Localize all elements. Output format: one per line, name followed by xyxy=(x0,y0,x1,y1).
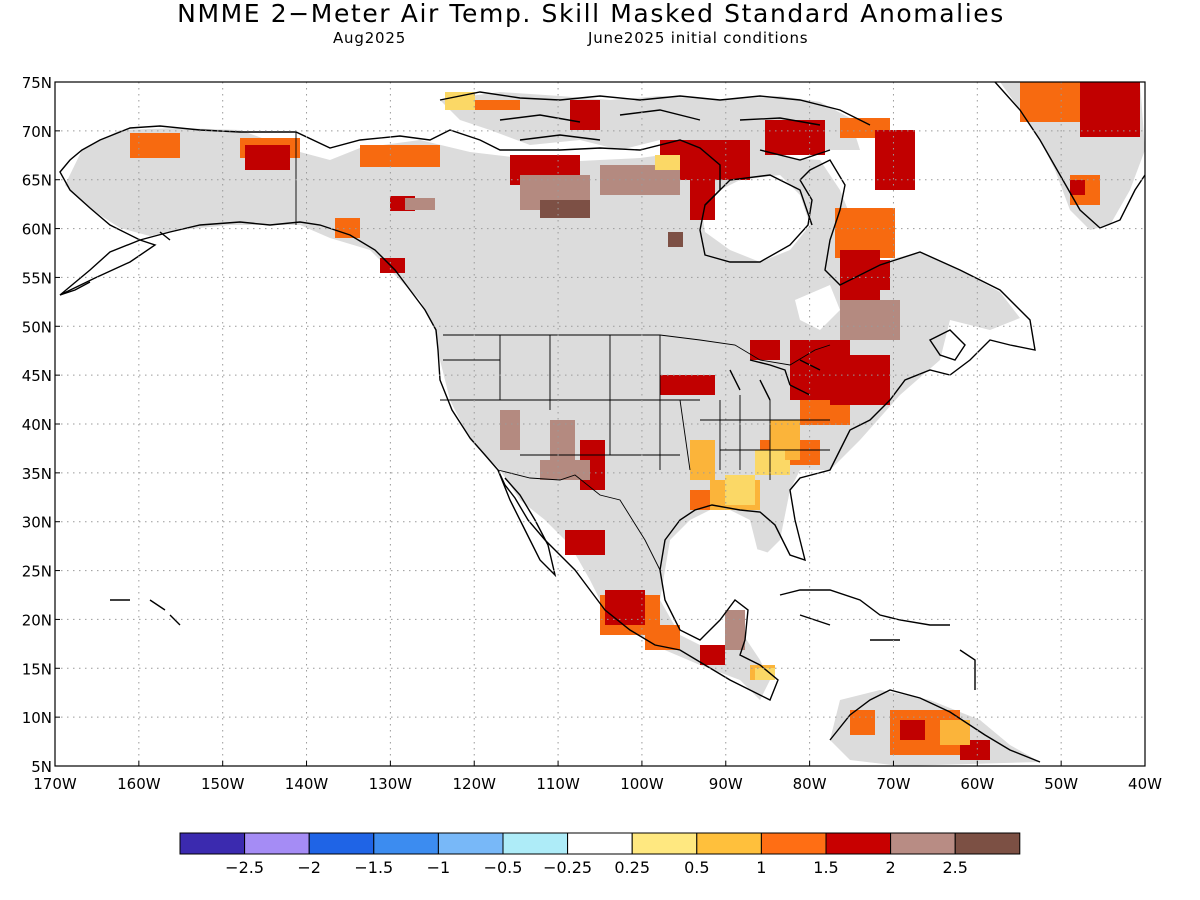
legend-color-box xyxy=(890,832,956,855)
greenland-coast xyxy=(994,82,1145,229)
lat-label: 45N xyxy=(22,367,52,385)
legend-color-box xyxy=(502,832,569,855)
north-america-coast xyxy=(59,125,1036,701)
lat-label: 5N xyxy=(31,758,52,776)
lon-label: 90W xyxy=(709,775,743,793)
legend-label: 2.5 xyxy=(942,858,967,877)
lon-label: 120W xyxy=(452,775,496,793)
target-month: Aug2025 xyxy=(333,29,407,47)
legend-label: 0.25 xyxy=(614,858,650,877)
legend-label: −0.5 xyxy=(484,858,523,877)
legend-color-box xyxy=(825,832,892,855)
hudson-bay-coast xyxy=(704,174,813,226)
legend-color-box xyxy=(373,832,439,855)
south-america-coast xyxy=(829,689,1041,763)
great-lakes xyxy=(729,359,821,401)
latitude-labels: 75N 70N 65N 60N 55N 50N 45N 40N 35N 30N 25N 20N 15N 1… xyxy=(22,74,52,776)
newfoundland xyxy=(928,329,966,361)
legend-color-box xyxy=(631,832,698,855)
legend-color-box xyxy=(244,832,310,855)
lat-label: 30N xyxy=(22,514,52,532)
anomaly-2 xyxy=(245,82,1140,760)
legend-color-box xyxy=(437,832,504,855)
lon-label: 140W xyxy=(285,775,329,793)
lon-label: 70W xyxy=(877,775,911,793)
legend-label: 0.5 xyxy=(684,858,709,877)
lat-label: 25N xyxy=(22,563,52,581)
legend-color-box xyxy=(954,832,1021,855)
lon-label: 50W xyxy=(1044,775,1078,793)
axis-ticks xyxy=(54,81,1146,767)
coastlines xyxy=(59,82,1145,763)
lat-label: 10N xyxy=(22,709,52,727)
legend-label: −1 xyxy=(427,858,451,877)
political-borders xyxy=(295,132,831,571)
legend-color-box xyxy=(179,832,246,855)
anomaly-3 xyxy=(540,200,683,247)
legend-boxes xyxy=(179,832,1021,855)
lat-label: 40N xyxy=(22,416,52,434)
gridlines xyxy=(55,82,1145,766)
lat-label: 60N xyxy=(22,221,52,239)
legend-label: −0.25 xyxy=(543,858,592,877)
legend-label: −2.5 xyxy=(225,858,264,877)
lat-label: 70N xyxy=(22,123,52,141)
lon-label: 110W xyxy=(536,775,580,793)
legend-label: 1.5 xyxy=(813,858,838,877)
anomaly-0-5 xyxy=(445,92,790,680)
legend-label: −1.5 xyxy=(354,858,393,877)
us-mexico-border xyxy=(497,469,661,571)
map-title: NMME 2−Meter Air Temp. Skill Masked Stan… xyxy=(177,0,1005,28)
longitude-labels: 170W 160W 150W 140W 130W 120W 110W 100W 90W 80W 70… xyxy=(33,775,1162,793)
baja-coast xyxy=(497,469,557,578)
legend-color-box xyxy=(696,832,762,855)
lat-label: 35N xyxy=(22,465,52,483)
lat-label: 15N xyxy=(22,660,52,678)
legend-label: −2 xyxy=(297,858,321,877)
water-bodies xyxy=(690,175,840,605)
lon-label: 40W xyxy=(1128,775,1162,793)
legend-label: 2 xyxy=(886,858,896,877)
lon-label: 130W xyxy=(369,775,413,793)
lat-label: 55N xyxy=(22,269,52,287)
us-canada-border xyxy=(443,334,831,366)
initial-conditions: June2025 initial conditions xyxy=(588,29,809,47)
lat-label: 50N xyxy=(22,318,52,336)
legend-color-box xyxy=(308,832,375,855)
lon-label: 80W xyxy=(793,775,827,793)
lon-label: 60W xyxy=(960,775,994,793)
lon-label: 160W xyxy=(117,775,161,793)
lat-label: 20N xyxy=(22,611,52,629)
arctic-islands xyxy=(439,91,871,161)
lon-label: 170W xyxy=(33,775,77,793)
lat-label: 65N xyxy=(22,172,52,190)
us-states xyxy=(440,335,830,480)
legend-labels: −2.5 −2 −1.5 −1 −0.5 −0.25 0.25 0.5 1 1.5 2 2.5 xyxy=(225,858,968,877)
anomaly-fills xyxy=(65,82,1145,766)
legend-color-box xyxy=(567,832,633,855)
lat-label: 75N xyxy=(22,74,52,92)
caribbean-islands xyxy=(779,589,976,690)
lon-label: 100W xyxy=(620,775,664,793)
legend-label: 1 xyxy=(756,858,766,877)
alaska-islands xyxy=(59,231,181,626)
lon-label: 150W xyxy=(201,775,245,793)
legend-color-box xyxy=(760,832,827,855)
